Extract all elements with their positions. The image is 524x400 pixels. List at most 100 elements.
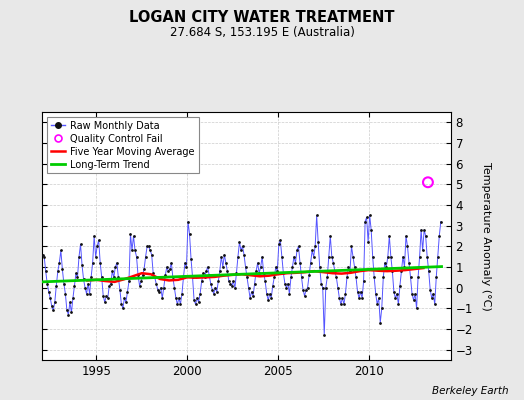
Point	[312, 212, 321, 218]
Point	[326, 233, 334, 239]
Point	[194, 299, 203, 305]
Point	[174, 295, 183, 301]
Point	[119, 305, 127, 312]
Point	[129, 233, 138, 239]
Point	[113, 260, 121, 266]
Point	[255, 270, 264, 276]
Point	[125, 278, 133, 285]
Point	[116, 286, 124, 293]
Point	[379, 274, 387, 280]
Point	[61, 291, 70, 297]
Point	[387, 254, 395, 260]
Point	[51, 299, 59, 305]
Point	[297, 274, 305, 280]
Point	[178, 291, 186, 297]
Point	[419, 247, 427, 254]
Point	[146, 247, 155, 254]
Point	[150, 274, 159, 280]
Point	[254, 260, 262, 266]
Point	[110, 274, 118, 280]
Point	[170, 284, 179, 291]
Point	[141, 254, 150, 260]
Point	[353, 289, 362, 295]
Point	[49, 307, 58, 314]
Point	[359, 278, 368, 285]
Point	[385, 233, 394, 239]
Point	[48, 303, 56, 310]
Point	[302, 286, 310, 293]
Point	[219, 264, 227, 270]
Point	[188, 274, 196, 280]
Point	[240, 252, 248, 258]
Point	[93, 243, 101, 250]
Point	[126, 231, 135, 237]
Point	[154, 286, 162, 293]
Point	[388, 268, 397, 274]
Point	[128, 247, 136, 254]
Point	[205, 272, 213, 278]
Point	[376, 320, 385, 326]
Point	[405, 260, 413, 266]
Point	[57, 247, 65, 254]
Point	[40, 254, 48, 260]
Point	[97, 274, 106, 280]
Text: Berkeley Earth: Berkeley Earth	[432, 386, 508, 396]
Point	[191, 301, 200, 307]
Point	[408, 291, 416, 297]
Point	[104, 295, 112, 301]
Point	[278, 254, 286, 260]
Point	[235, 239, 244, 245]
Point	[234, 254, 242, 260]
Point	[338, 295, 346, 301]
Point	[108, 268, 116, 274]
Point	[172, 295, 180, 301]
Point	[300, 293, 309, 299]
Point	[78, 262, 86, 268]
Point	[199, 270, 208, 276]
Point	[409, 297, 418, 303]
Point	[158, 295, 167, 301]
Point	[157, 284, 165, 291]
Point	[347, 243, 356, 250]
Point	[308, 247, 316, 254]
Point	[394, 301, 402, 307]
Point	[267, 295, 276, 301]
Point	[111, 264, 119, 270]
Point	[155, 289, 163, 295]
Point	[231, 284, 239, 291]
Point	[349, 254, 357, 260]
Point	[114, 274, 123, 280]
Point	[324, 254, 333, 260]
Point	[99, 293, 107, 299]
Point	[390, 289, 398, 295]
Point	[135, 282, 144, 289]
Point	[64, 311, 73, 318]
Point	[314, 239, 322, 245]
Point	[149, 270, 157, 276]
Point	[263, 291, 271, 297]
Point	[211, 284, 220, 291]
Point	[317, 280, 325, 287]
Point	[58, 266, 67, 272]
Point	[322, 284, 330, 291]
Point	[250, 280, 259, 287]
Point	[311, 243, 319, 250]
Point	[431, 301, 439, 307]
Point	[372, 291, 380, 297]
Point	[217, 254, 225, 260]
Point	[140, 266, 148, 272]
Point	[403, 243, 412, 250]
Point	[122, 299, 130, 305]
Point	[46, 295, 54, 301]
Point	[164, 268, 172, 274]
Point	[319, 284, 327, 291]
Point	[213, 289, 221, 295]
Point	[433, 254, 442, 260]
Point	[261, 278, 269, 285]
Point	[291, 260, 300, 266]
Point	[237, 247, 245, 254]
Point	[296, 260, 304, 266]
Point	[340, 301, 348, 307]
Point	[380, 260, 389, 266]
Point	[173, 301, 182, 307]
